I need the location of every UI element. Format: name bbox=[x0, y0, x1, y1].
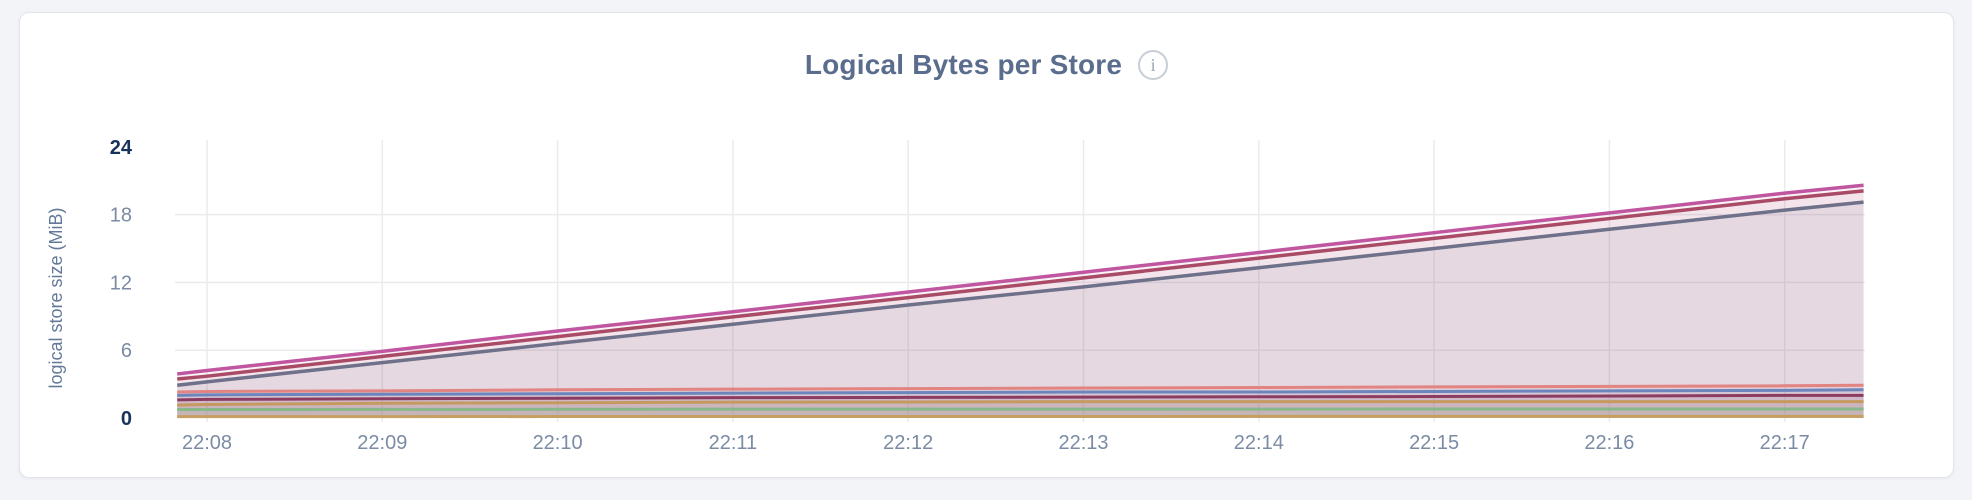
series-line-series-4 bbox=[177, 383, 1864, 394]
chart-title: Logical Bytes per Store bbox=[804, 49, 1123, 80]
y-tick-label: 18 bbox=[110, 205, 132, 227]
x-tick-label: 22:16 bbox=[1584, 432, 1634, 454]
series-line-series-5 bbox=[177, 388, 1864, 397]
x-tick-label: 22:09 bbox=[357, 432, 407, 454]
x-tick-label: 22:17 bbox=[1760, 432, 1810, 454]
y-tick-label: 6 bbox=[121, 340, 132, 362]
series-line-series-1 bbox=[177, 183, 1864, 376]
y-tick-label: 0 bbox=[121, 408, 132, 430]
x-tick-label: 22:11 bbox=[709, 432, 758, 454]
info-icon-glyph: i bbox=[1150, 54, 1156, 75]
x-tick-label: 22:13 bbox=[1058, 432, 1108, 454]
x-tick-label: 22:14 bbox=[1234, 432, 1284, 454]
series-line-series-8 bbox=[177, 407, 1864, 412]
series-area-series-3 bbox=[177, 202, 1864, 418]
y-tick-label: 24 bbox=[110, 137, 133, 159]
x-tick-label: 22:12 bbox=[883, 432, 933, 454]
info-icon[interactable]: i bbox=[1138, 50, 1169, 80]
x-tick-label: 22:15 bbox=[1409, 432, 1459, 454]
series-area-series-1 bbox=[177, 185, 1864, 418]
chart-header: Logical Bytes per Store i bbox=[20, 49, 1953, 81]
y-tick-label: 12 bbox=[110, 272, 132, 294]
series-line-series-3 bbox=[177, 200, 1864, 387]
series-line-series-7 bbox=[177, 400, 1864, 407]
series-line-series-2 bbox=[177, 189, 1864, 381]
x-tick-label: 22:10 bbox=[533, 432, 583, 454]
series-line-series-6 bbox=[177, 393, 1864, 402]
x-tick-label: 22:08 bbox=[182, 432, 232, 454]
